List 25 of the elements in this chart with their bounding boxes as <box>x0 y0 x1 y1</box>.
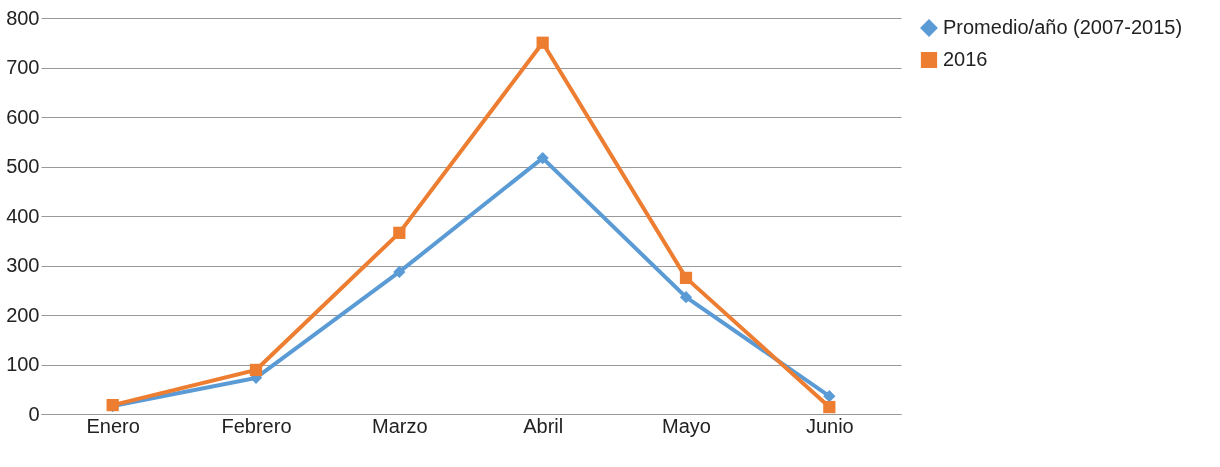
legend-label: Promedio/año (2007-2015) <box>943 16 1183 38</box>
x-tick-label: Junio <box>805 414 854 437</box>
y-tick-label: 700 <box>6 56 40 78</box>
y-tick-label: 200 <box>6 303 40 326</box>
point <box>823 400 836 414</box>
y-tick-label: 100 <box>6 353 40 375</box>
x-tick-label: Febrero <box>221 414 292 437</box>
x-tick-label: Marzo <box>372 414 428 437</box>
y-tick-label: 800 <box>6 6 40 29</box>
y-tick-label: 0 <box>28 402 40 425</box>
point <box>393 265 406 279</box>
point <box>679 271 693 284</box>
y-tick-label: 600 <box>6 105 40 128</box>
y-tick-label: 500 <box>6 155 40 177</box>
legend-label: 2016 <box>943 48 988 70</box>
x-tick-label: Mayo <box>662 414 711 437</box>
point <box>249 363 263 377</box>
y-tick-label: 400 <box>6 204 40 227</box>
point <box>679 291 693 304</box>
x-tick-label: Abril <box>523 414 564 437</box>
y-tick-label: 300 <box>6 254 40 276</box>
point <box>536 36 549 49</box>
x-tick-label: Enero <box>86 414 140 437</box>
point <box>393 226 406 239</box>
point <box>536 151 549 165</box>
